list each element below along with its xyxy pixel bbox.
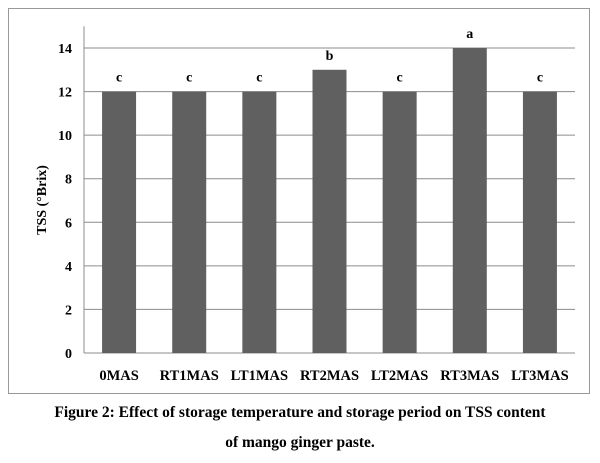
significance-label: c <box>186 71 192 86</box>
significance-label: c <box>256 71 262 86</box>
x-tick-label: 0MAS <box>99 368 138 384</box>
bar <box>242 91 277 354</box>
y-tick-label: 2 <box>65 303 72 318</box>
figure-caption-line1: Figure 2: Effect of storage temperature … <box>54 404 546 421</box>
significance-label: c <box>537 71 543 86</box>
bar <box>522 91 557 354</box>
y-tick-label: 8 <box>65 173 72 188</box>
bar <box>312 69 347 354</box>
y-tick-label: 0 <box>65 347 72 362</box>
y-tick-label: 6 <box>65 216 72 231</box>
y-axis-label: TSS (°Brix) <box>35 165 50 235</box>
bar <box>382 91 417 354</box>
bar <box>102 91 137 354</box>
y-tick-label: 4 <box>65 260 72 275</box>
bar <box>452 48 487 353</box>
bar <box>172 91 207 354</box>
x-tick-label: RT2MAS <box>300 368 359 384</box>
y-tick-label: 14 <box>58 42 72 57</box>
x-tick-label: RT3MAS <box>440 368 499 384</box>
significance-label: c <box>397 71 403 86</box>
x-tick-label: RT1MAS <box>160 368 219 384</box>
figure-caption-line2: of mango ginger paste. <box>225 434 375 451</box>
y-tick-label: 12 <box>58 86 72 101</box>
significance-label: a <box>466 27 473 42</box>
x-tick-label: LT1MAS <box>231 368 288 384</box>
significance-label: c <box>116 71 122 86</box>
significance-label: b <box>326 49 334 64</box>
x-tick-label: LT2MAS <box>371 368 428 384</box>
x-tick-label: LT3MAS <box>511 368 568 384</box>
y-tick-label: 10 <box>58 129 72 144</box>
chart-frame <box>8 8 590 394</box>
bar-chart: 0 2 4 6 8 10 12 14 c 0MAS c RT1MAS c LT1MAS b RT2MAS c LT… <box>35 26 575 384</box>
